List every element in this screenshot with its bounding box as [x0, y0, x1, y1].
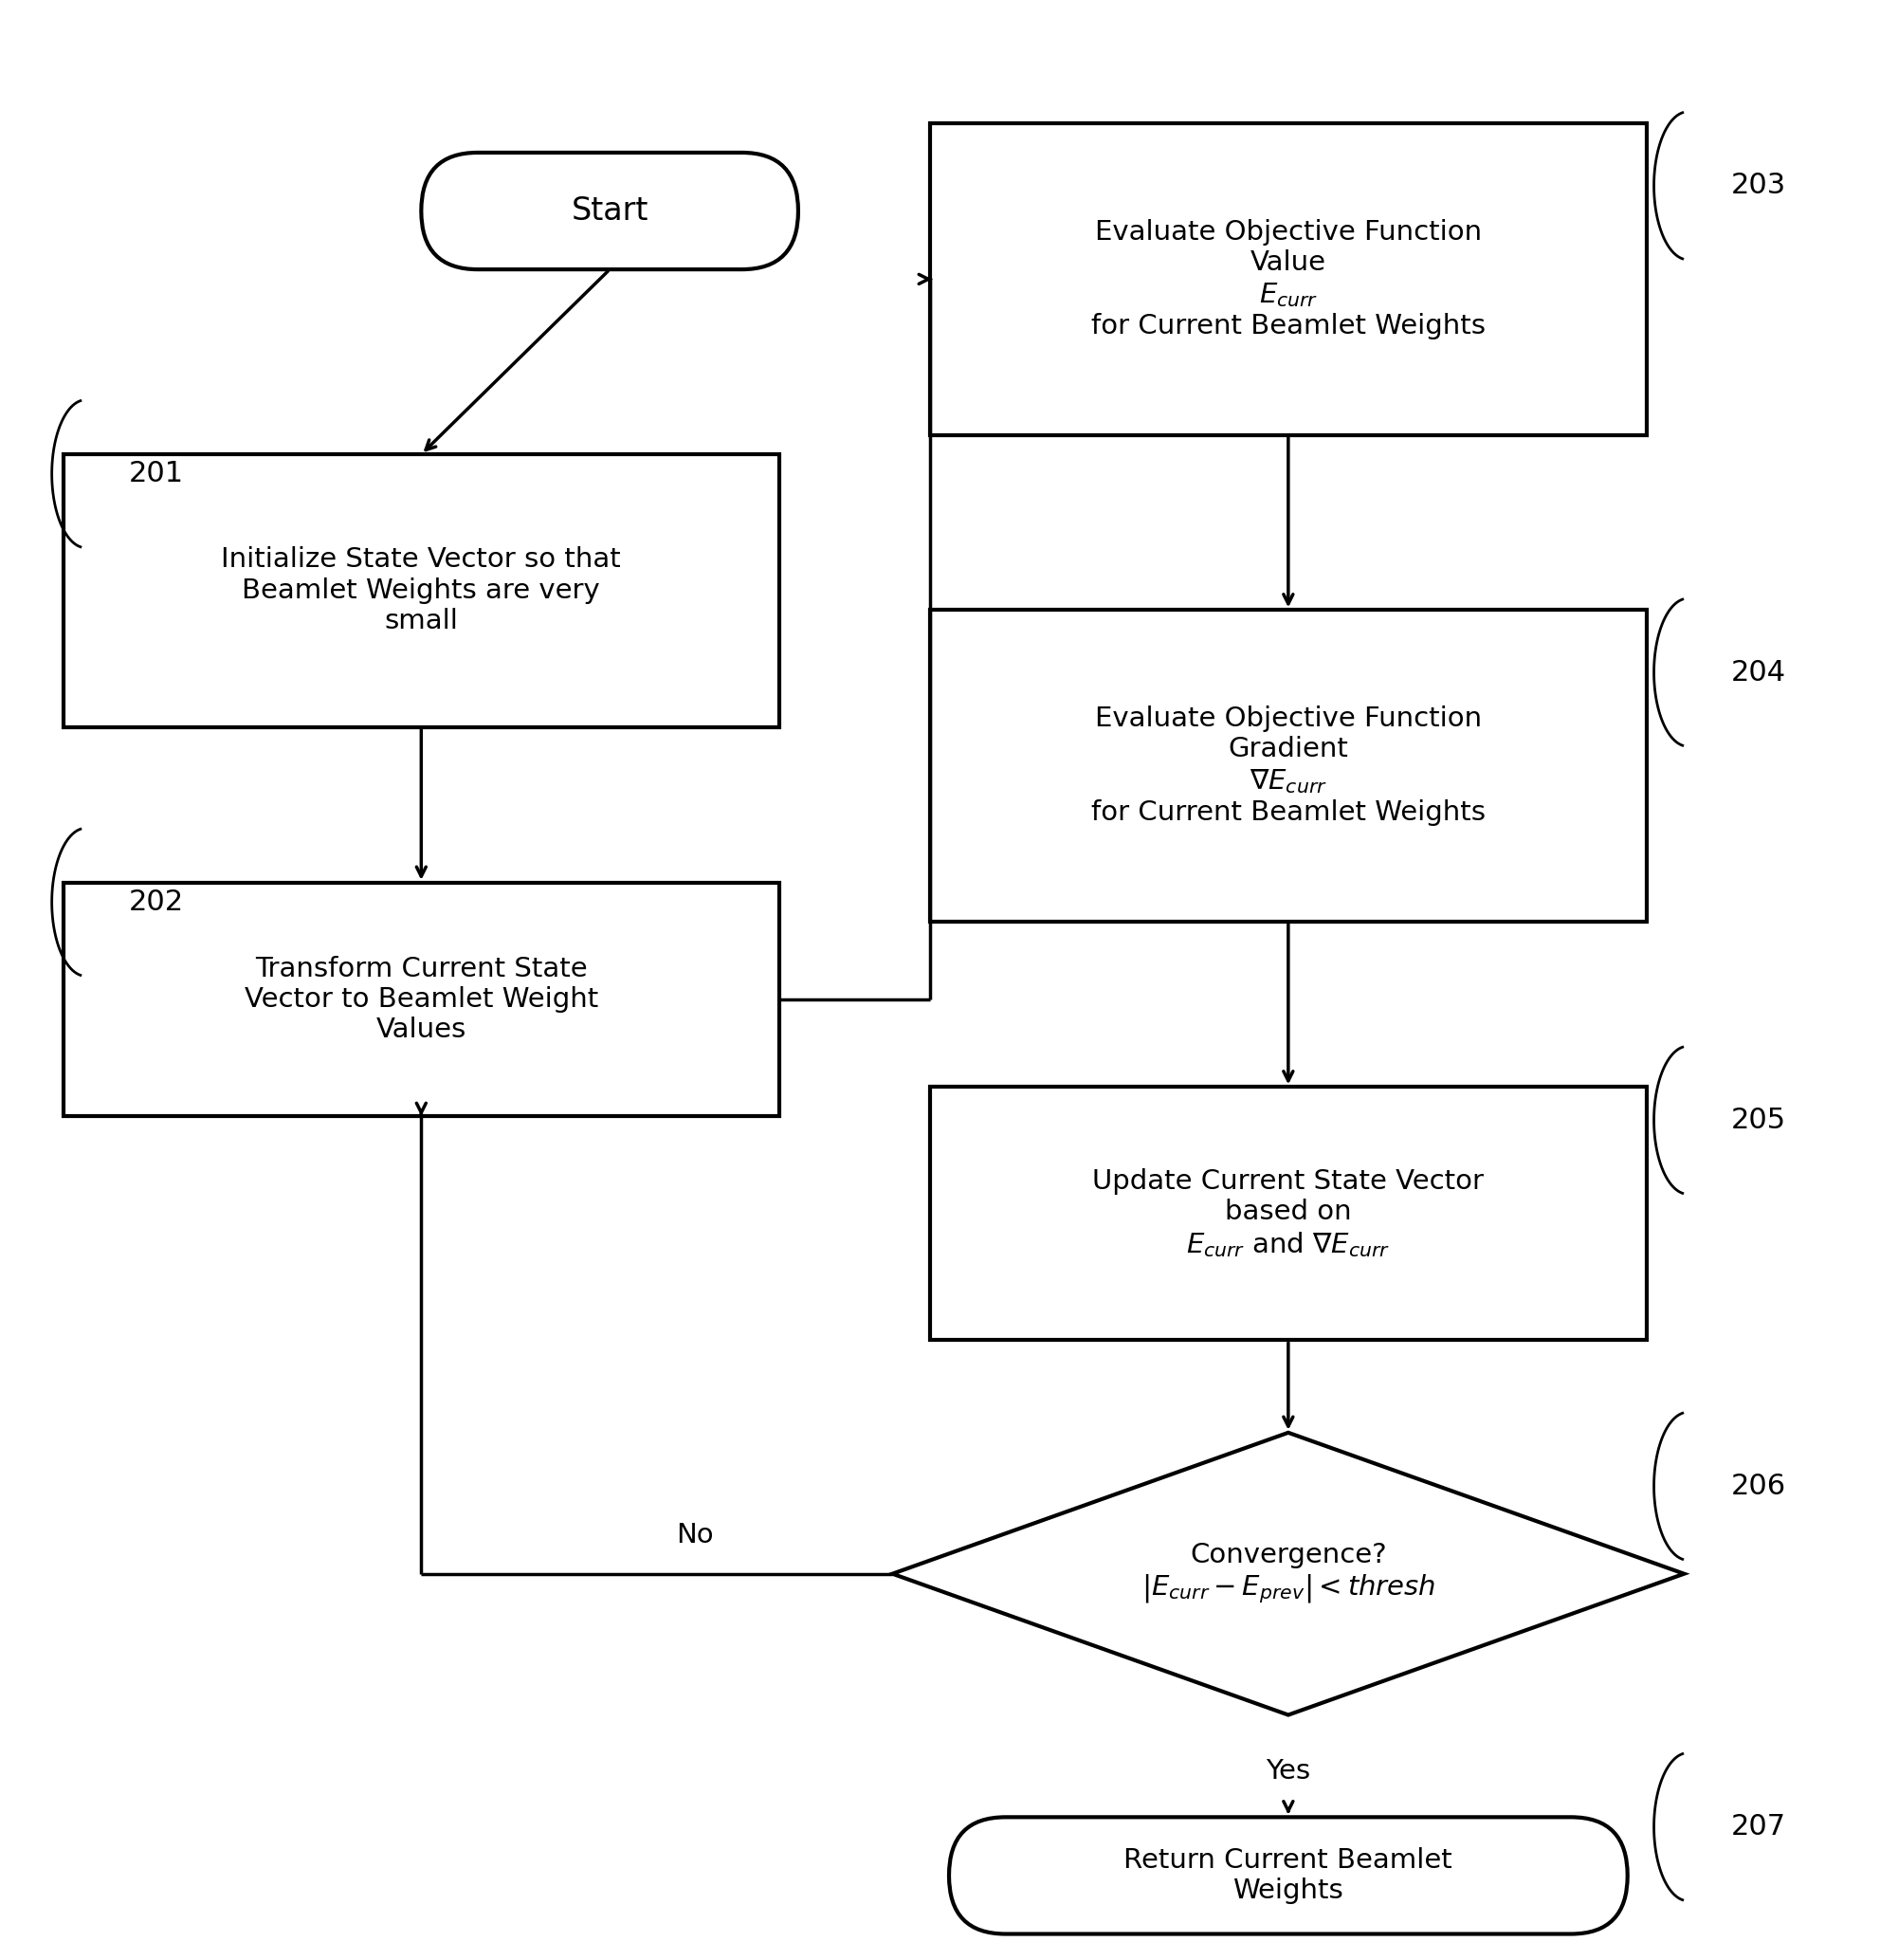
Text: Initialize State Vector so that
Beamlet Weights are very
small: Initialize State Vector so that Beamlet …: [222, 547, 621, 635]
Text: Yes: Yes: [1266, 1758, 1312, 1784]
Text: 204: 204: [1731, 659, 1786, 686]
Text: 203: 203: [1731, 172, 1786, 200]
Text: Evaluate Objective Function
Value
$E_{curr}$
for Current Beamlet Weights: Evaluate Objective Function Value $E_{cu…: [1091, 220, 1486, 339]
Text: Start: Start: [571, 196, 649, 227]
Text: Update Current State Vector
based on
$E_{curr}$ and $\nabla E_{curr}$: Update Current State Vector based on $E_…: [1093, 1168, 1484, 1258]
Text: Convergence?
$\left|E_{curr} - E_{prev}\right| < thresh$: Convergence? $\left|E_{curr} - E_{prev}\…: [1141, 1543, 1435, 1605]
FancyBboxPatch shape: [930, 610, 1646, 921]
Text: Transform Current State
Vector to Beamlet Weight
Values: Transform Current State Vector to Beamle…: [245, 955, 598, 1043]
Text: 207: 207: [1731, 1813, 1786, 1840]
FancyBboxPatch shape: [63, 882, 780, 1117]
FancyBboxPatch shape: [421, 153, 799, 269]
Text: Evaluate Objective Function
Gradient
$\nabla E_{curr}$
for Current Beamlet Weigh: Evaluate Objective Function Gradient $\n…: [1091, 706, 1486, 827]
Text: Return Current Beamlet
Weights: Return Current Beamlet Weights: [1124, 1846, 1452, 1905]
Text: 201: 201: [129, 461, 184, 488]
Text: No: No: [676, 1521, 714, 1548]
Text: 205: 205: [1731, 1107, 1786, 1135]
Text: 202: 202: [129, 888, 184, 915]
Text: 206: 206: [1731, 1472, 1786, 1499]
FancyBboxPatch shape: [930, 1088, 1646, 1341]
Polygon shape: [892, 1433, 1684, 1715]
FancyBboxPatch shape: [949, 1817, 1628, 1935]
FancyBboxPatch shape: [930, 123, 1646, 435]
FancyBboxPatch shape: [63, 455, 780, 727]
